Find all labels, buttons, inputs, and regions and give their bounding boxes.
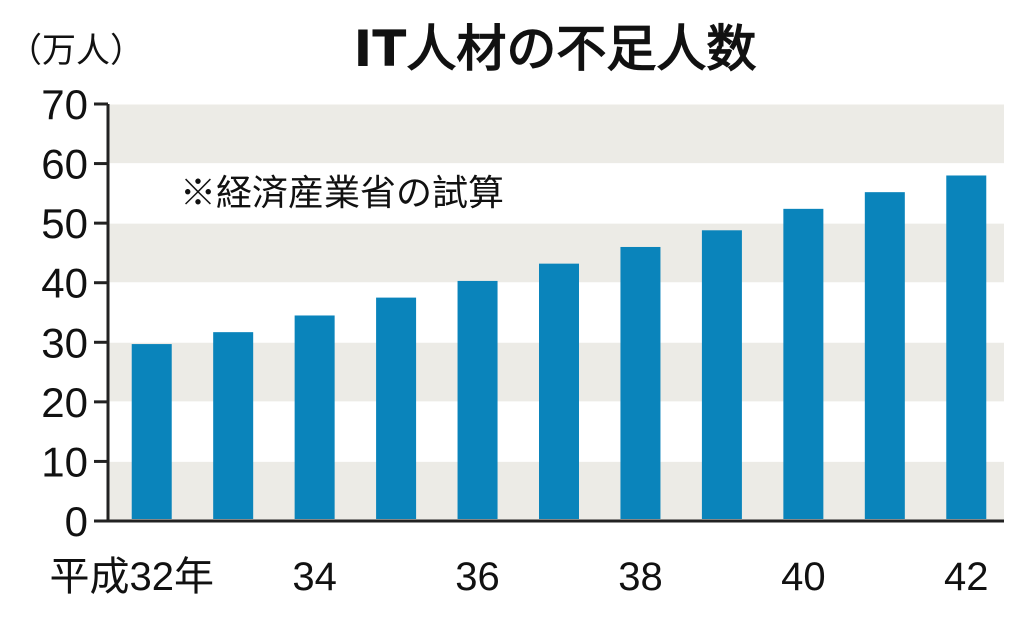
x-tick-label: 平成32年 [49, 555, 214, 599]
chart-annotation: ※経済産業省の試算 [180, 173, 504, 214]
x-tick-label: 42 [944, 555, 989, 599]
y-tick-label: 20 [41, 379, 88, 426]
band-50-60 [108, 163, 1004, 224]
x-tick-label: 38 [618, 555, 663, 599]
bar-41 [864, 192, 905, 519]
y-tick-label: 10 [41, 438, 88, 485]
bar-38 [620, 246, 661, 519]
bar-series [131, 175, 987, 520]
bar-37 [539, 263, 579, 519]
bar-33 [213, 332, 254, 519]
y-tick-label: 40 [41, 260, 88, 307]
bar-平成32年 [131, 344, 172, 519]
x-tick-label: 34 [292, 555, 337, 599]
x-tick-label: 40 [781, 555, 826, 599]
band-60-70 [108, 104, 1004, 164]
y-tick-label: 30 [41, 319, 88, 366]
y-unit-label: （万人） [8, 31, 144, 71]
chart-title: IT人材の不足人数 [354, 20, 757, 78]
y-tick-label: 0 [65, 498, 88, 545]
bar-36 [457, 280, 498, 519]
bar-40 [783, 208, 824, 520]
x-tick-labels: 平成32年 34 36 38 40 42 [49, 555, 988, 599]
bar-34 [294, 315, 335, 519]
bar-39 [701, 230, 742, 519]
y-tick-label: 70 [41, 81, 88, 128]
y-tick-label: 60 [41, 141, 88, 188]
y-tick-labels: 0 10 20 30 40 50 60 70 [41, 81, 88, 545]
y-tick-label: 50 [41, 200, 88, 247]
bar-42 [946, 175, 987, 519]
bar-35 [376, 297, 417, 519]
x-tick-label: 36 [455, 555, 500, 599]
